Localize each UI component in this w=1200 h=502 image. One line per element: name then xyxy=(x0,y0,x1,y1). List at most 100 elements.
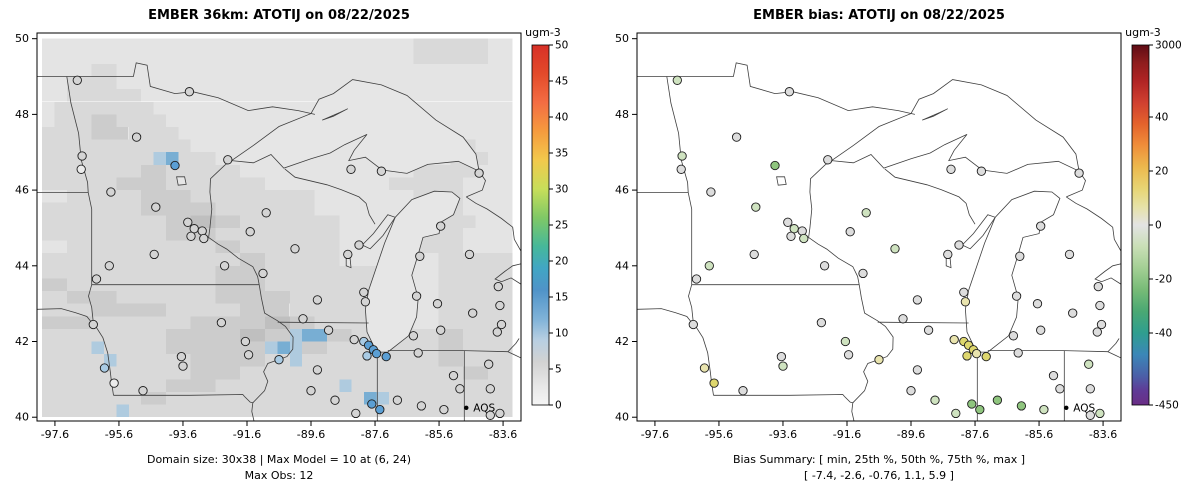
lake-outline xyxy=(322,108,348,121)
station-marker xyxy=(432,299,443,309)
station-marker xyxy=(138,386,148,396)
raster-cell xyxy=(190,354,265,367)
station-marker xyxy=(149,249,159,260)
station-marker xyxy=(1085,384,1095,394)
raster-cell xyxy=(91,114,117,127)
state-border-line xyxy=(113,394,255,421)
station-marker xyxy=(890,244,900,254)
station-marker xyxy=(261,208,271,218)
raster-cell xyxy=(116,291,216,304)
plot-border xyxy=(36,32,522,422)
raster-cell xyxy=(42,101,55,115)
raster-cell xyxy=(104,354,117,367)
model-panel-title: EMBER 36km: ATOTIJ on 08/22/2025 xyxy=(148,8,410,23)
station-marker xyxy=(912,365,923,375)
station-marker xyxy=(178,361,188,371)
colorbar-tick-label: 5 xyxy=(555,364,562,376)
station-marker xyxy=(749,249,759,260)
aqs-legend-label: AQS xyxy=(1073,402,1095,414)
station-marker xyxy=(131,132,142,142)
raster-cell xyxy=(413,303,439,317)
station-marker xyxy=(484,359,494,369)
station-marker xyxy=(306,386,316,396)
raster-cell xyxy=(190,215,216,228)
raster-cell xyxy=(215,215,241,228)
station-marker xyxy=(789,224,799,234)
raster-cell xyxy=(42,316,92,329)
raster-cell xyxy=(42,404,117,418)
state-border-line xyxy=(637,308,693,323)
raster-cell xyxy=(42,253,241,266)
state-border-line xyxy=(884,168,976,225)
station-marker xyxy=(290,244,300,254)
raster-cell xyxy=(42,63,92,77)
station-marker xyxy=(216,317,227,328)
state-border-line xyxy=(852,284,894,404)
station-marker xyxy=(439,404,449,415)
station-marker xyxy=(474,168,484,178)
station-marker xyxy=(691,274,702,284)
raster-cell xyxy=(289,354,303,367)
raster-cell xyxy=(475,139,513,153)
station-marker xyxy=(1084,359,1094,369)
state-border-line xyxy=(208,160,260,285)
raster-cell xyxy=(438,341,464,355)
raster-cell xyxy=(116,177,166,191)
station-marker xyxy=(219,261,230,271)
raster-cell xyxy=(42,89,67,102)
raster-cell xyxy=(42,265,216,279)
station-marker xyxy=(954,240,964,250)
state-border-line xyxy=(1094,263,1121,285)
station-marker xyxy=(493,281,503,292)
raster-cell xyxy=(116,404,129,418)
raster-cell xyxy=(54,114,92,127)
station-marker xyxy=(346,164,356,174)
station-marker xyxy=(189,224,199,234)
raster-cell xyxy=(165,341,265,355)
x-axis-tick-label: -97.6 xyxy=(41,428,69,441)
station-marker xyxy=(923,325,934,335)
raster-cell xyxy=(42,152,154,165)
map-layer: AQS xyxy=(37,38,521,421)
station-marker xyxy=(1064,249,1075,260)
y-axis-tick-label: 40 xyxy=(15,411,29,424)
raster-cell xyxy=(42,76,67,90)
station-marker xyxy=(104,261,114,271)
station-marker xyxy=(176,351,187,362)
bias-map-plot: AQS -97.6 -95.6 -93.6 -91.6 -89.6 -87.6 -85.6 -8… xyxy=(615,32,1182,441)
raster-cell xyxy=(42,278,67,291)
station-marker xyxy=(354,240,364,250)
raster-cell xyxy=(438,265,513,279)
raster-cell xyxy=(153,152,166,165)
aqs-legend-label: AQS xyxy=(473,402,495,414)
station-marker xyxy=(959,287,969,297)
colorbar-tick-label: -40 xyxy=(1155,328,1172,340)
station-marker xyxy=(840,336,851,347)
station-marker xyxy=(738,386,748,396)
station-marker xyxy=(245,227,255,237)
raster-cell xyxy=(116,114,166,127)
colorbar-tick-label: -20 xyxy=(1155,274,1172,286)
station-marker xyxy=(1036,221,1046,231)
state-border-line xyxy=(37,62,315,115)
raster-cell xyxy=(463,341,513,355)
x-axis-tick-label: -83.6 xyxy=(1089,428,1117,441)
raster-cell xyxy=(116,354,191,367)
raster-cell xyxy=(463,240,513,254)
station-marker xyxy=(1008,331,1019,341)
raster-cell xyxy=(265,328,290,342)
station-marker xyxy=(258,268,268,279)
station-marker xyxy=(1048,370,1059,381)
raster-cell xyxy=(215,240,241,254)
colorbar xyxy=(531,44,550,406)
raster-cell xyxy=(289,341,303,355)
raster-cell xyxy=(42,328,166,342)
station-marker xyxy=(960,297,971,307)
x-axis-tick-label: -93.6 xyxy=(769,428,797,441)
station-marker xyxy=(240,336,251,347)
lake-outline xyxy=(364,190,461,353)
raster-cell xyxy=(487,51,513,64)
y-axis-tick-label: 44 xyxy=(615,259,629,272)
lake-outline xyxy=(361,214,396,250)
station-marker xyxy=(1036,325,1046,335)
